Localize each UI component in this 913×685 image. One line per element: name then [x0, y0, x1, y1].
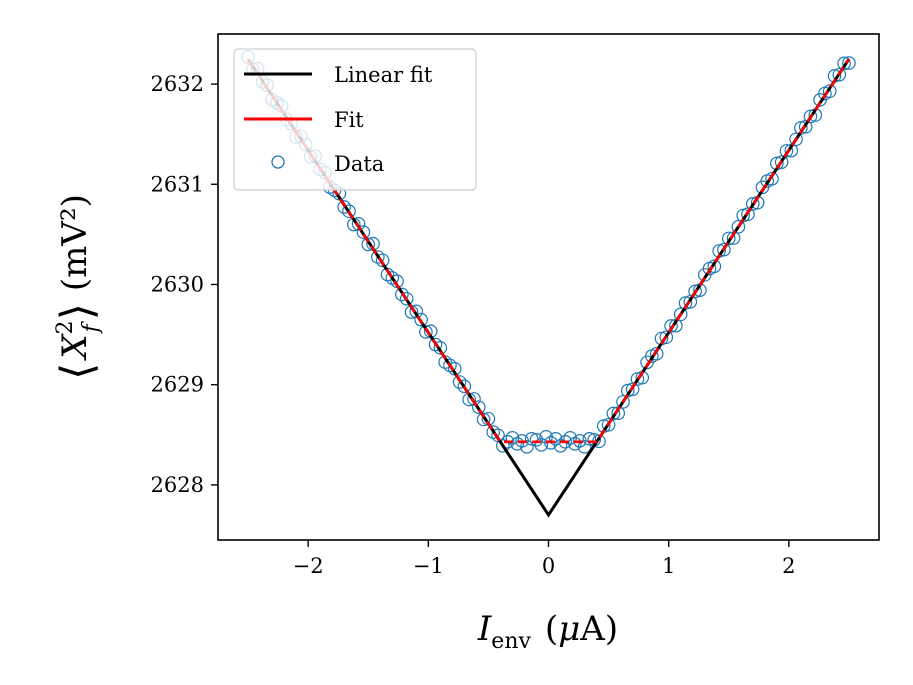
data-point — [337, 200, 351, 214]
y-axis-unit: (mV²) — [55, 194, 95, 291]
y-tick-label: 2628 — [151, 473, 204, 497]
svg-text:⟨X2f⟩(mV²): ⟨X2f⟩ (mV²) — [52, 194, 104, 380]
data-point — [577, 440, 592, 454]
data-point — [467, 392, 481, 406]
data-point — [616, 395, 630, 409]
legend: Linear fit Fit Data — [233, 48, 477, 191]
fit-curve — [246, 58, 851, 444]
data-point — [457, 379, 472, 394]
data-point — [832, 67, 847, 82]
y-axis-title: ⟨X2f⟩ (mV²) — [52, 194, 104, 380]
y-axis-symbol: X — [55, 333, 95, 362]
data-point — [837, 56, 851, 71]
data-point — [606, 406, 621, 421]
data-point — [375, 253, 390, 268]
data-point — [630, 372, 645, 386]
data-point — [721, 231, 736, 246]
y-axis-subscript: f — [79, 320, 104, 334]
data-point — [471, 400, 486, 414]
data-point — [765, 171, 779, 186]
data-point — [409, 304, 424, 319]
data-point — [582, 431, 597, 446]
y-axis-rangle: ⟩ — [52, 303, 103, 320]
data-point — [534, 438, 549, 452]
y-axis-langle: ⟨ — [52, 363, 103, 380]
legend-data-label: Data — [334, 152, 384, 176]
data-point — [601, 417, 616, 432]
data-point — [529, 433, 544, 447]
legend-data-marker — [271, 155, 285, 169]
x-tick-label: 1 — [662, 554, 675, 578]
data-point — [476, 412, 491, 427]
x-axis-subscript: env — [491, 629, 531, 654]
y-tick-label: 2632 — [151, 72, 204, 96]
data-point — [717, 242, 731, 257]
data-point — [361, 237, 376, 252]
data-point — [688, 284, 702, 299]
data-point — [399, 291, 414, 306]
tick-layer: −2 −1 0 1 2 2628 2629 2630 2631 2632 — [151, 72, 796, 578]
data-point — [553, 439, 568, 453]
data-point — [707, 259, 722, 274]
data-point — [659, 330, 674, 345]
y-tick-label: 2630 — [151, 272, 204, 296]
x-tick-label: 2 — [782, 554, 795, 578]
x-tick-label: 0 — [542, 554, 555, 578]
legend-box — [233, 48, 477, 191]
data-point — [649, 347, 664, 361]
data-point — [351, 217, 366, 231]
data-point — [342, 204, 356, 219]
data-point — [524, 431, 539, 446]
x-axis-unit-mu: μ — [558, 609, 580, 649]
data-point — [452, 375, 467, 389]
data-point — [731, 220, 746, 234]
data-point — [779, 144, 794, 158]
data-point — [544, 436, 558, 450]
data-point — [548, 431, 563, 446]
data-point — [803, 109, 818, 124]
data-point — [789, 132, 803, 147]
data-point — [356, 225, 371, 239]
data-point — [746, 197, 760, 211]
x-axis-unit-open: ( — [545, 609, 558, 649]
data-point — [414, 312, 428, 327]
data-point — [395, 287, 409, 302]
y-tick-label: 2629 — [151, 373, 204, 397]
x-axis-title: Ienv (μA) — [477, 609, 618, 654]
x-axis-symbol: I — [477, 609, 492, 649]
legend-linear-fit-label: Linear fit — [334, 63, 433, 87]
data-point — [822, 84, 837, 99]
data-point — [433, 341, 448, 355]
data-point — [842, 56, 856, 70]
data-point — [664, 319, 678, 333]
y-tick-label: 2631 — [151, 172, 204, 196]
x-axis-unit-rest: A) — [579, 609, 618, 649]
data-point — [673, 307, 688, 322]
legend-fit-label: Fit — [334, 108, 364, 132]
data-point — [558, 435, 573, 449]
x-tick-label: −1 — [413, 554, 444, 578]
x-tick-label: −2 — [293, 554, 324, 578]
data-point — [496, 439, 510, 453]
data-point — [419, 325, 433, 339]
data-point — [774, 155, 789, 169]
y-axis-superscript: 2 — [53, 320, 78, 334]
